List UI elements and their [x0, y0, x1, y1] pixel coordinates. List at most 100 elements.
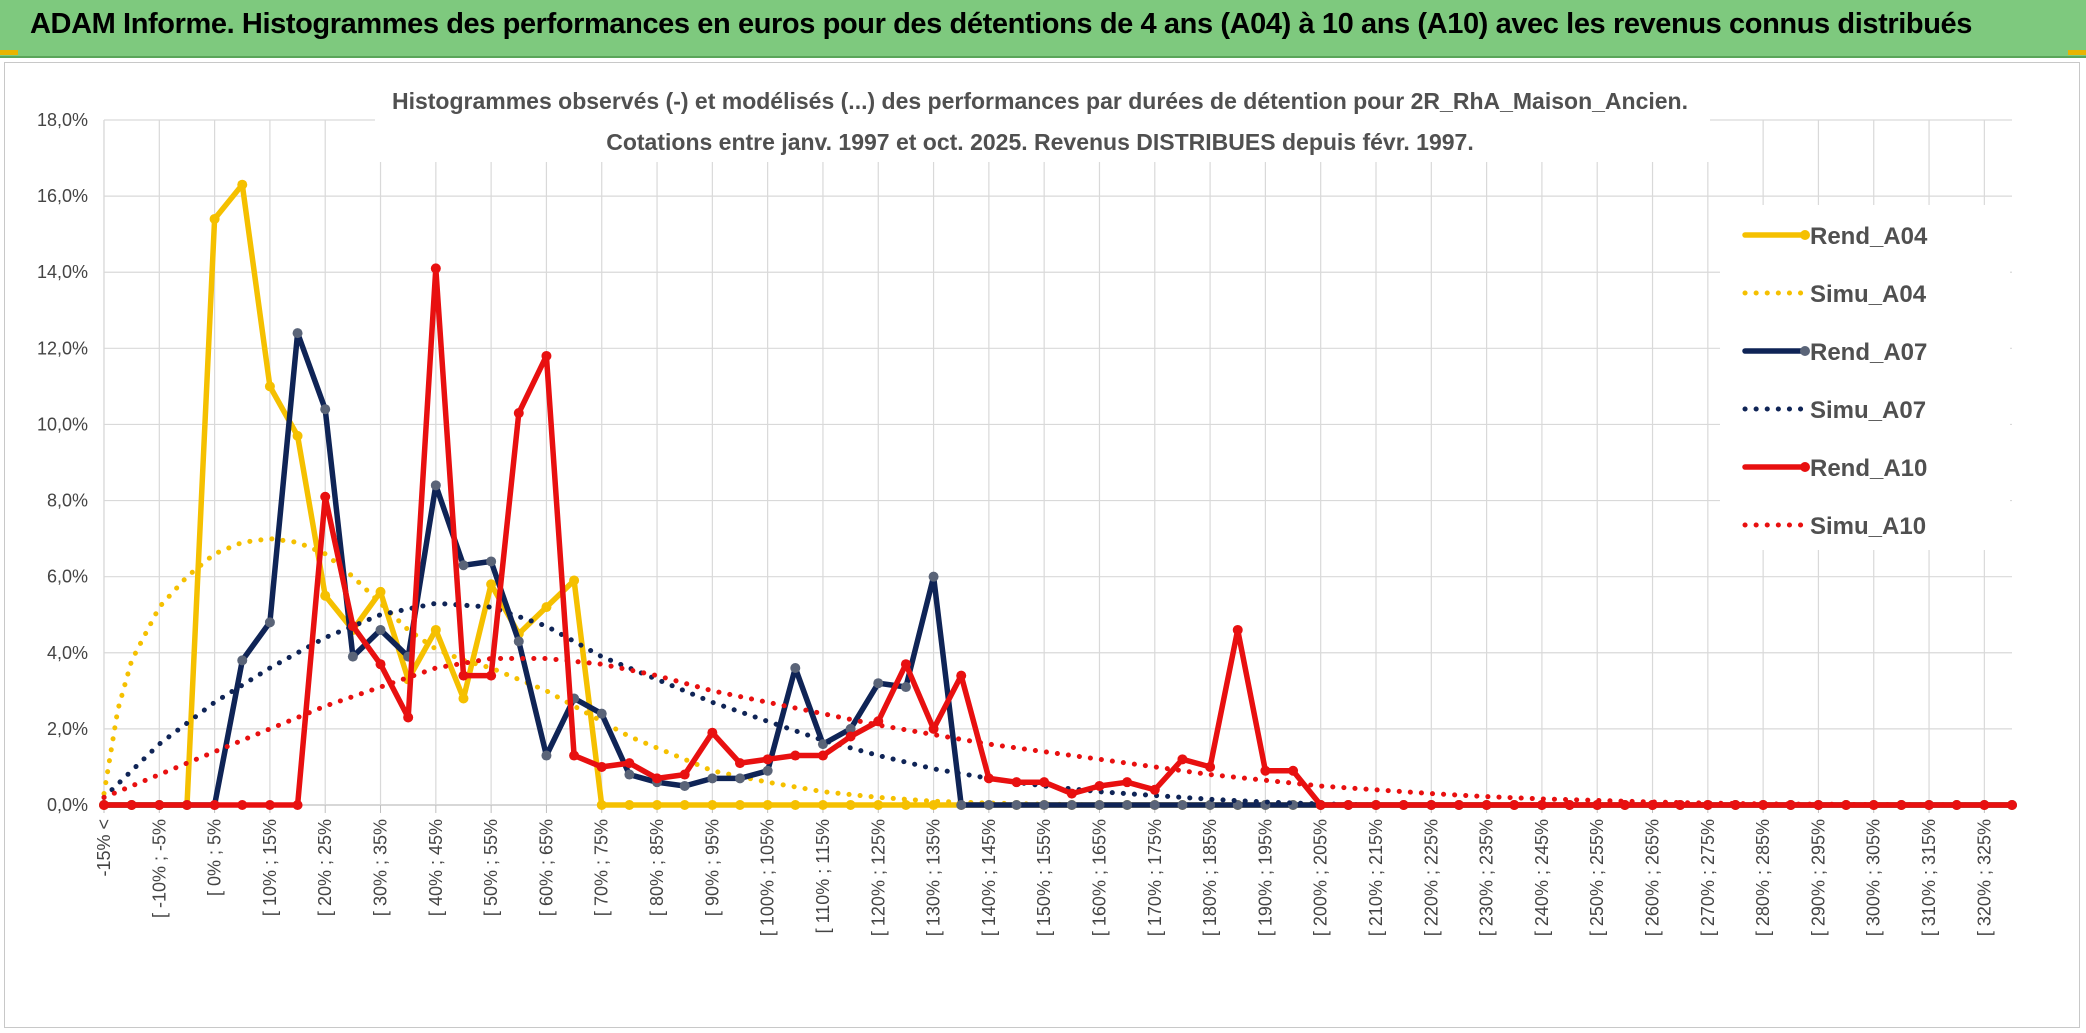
x-tick-label: [ 220% ; 225%: [1421, 819, 1441, 936]
data-point-rend-a10: [1453, 800, 1464, 810]
data-point-rend-a10: [320, 491, 331, 502]
legend-label-simu-a07: Simu_A07: [1810, 397, 1926, 424]
data-point-rend-a10: [569, 750, 580, 761]
data-point-rend-a10: [154, 800, 165, 810]
data-point-rend-a10: [458, 670, 469, 681]
y-axis: 0,0% 2,0% 4,0% 6,0% 8,0% 10,0% 12,0% 14,0% 16,0%…: [37, 110, 88, 815]
x-tick-label: [ 290% ; 295%: [1808, 819, 1828, 936]
data-point-rend-a10: [1011, 777, 1022, 788]
x-tick-label: [ 70% ; 75%: [592, 819, 612, 916]
x-tick-label: [ 230% ; 235%: [1477, 819, 1497, 936]
data-point-rend-a04: [264, 381, 275, 392]
legend-label-rend-a10: Rend_A10: [1810, 455, 1927, 482]
legend-label-rend-a07: Rend_A07: [1810, 339, 1927, 366]
y-tick-label: 2,0%: [47, 719, 88, 739]
data-point-rend-a07: [900, 682, 911, 693]
x-tick-label: [ 20% ; 25%: [315, 819, 335, 916]
data-point-rend-a07: [956, 800, 967, 810]
data-point-rend-a10: [762, 754, 773, 765]
x-tick-label: [ 130% ; 135%: [924, 819, 944, 936]
data-point-rend-a10: [237, 800, 248, 810]
x-tick-label: [ 240% ; 245%: [1532, 819, 1552, 936]
data-point-rend-a10: [292, 800, 303, 810]
data-point-rend-a07: [596, 708, 607, 719]
data-point-rend-a04: [458, 693, 469, 704]
legend-label-rend-a04: Rend_A04: [1810, 223, 1928, 250]
legend: Rend_A04 Simu_A04 Rend_A07 Simu_A07 Rend_A10…: [1720, 205, 2010, 550]
data-point-rend-a10: [928, 723, 939, 734]
x-tick-label: [ 90% ; 95%: [702, 819, 722, 916]
x-tick-label: [ 50% ; 55%: [481, 819, 501, 916]
x-tick-label: [ 10% ; 15%: [260, 819, 280, 916]
data-point-rend-a07: [320, 404, 331, 415]
x-tick-label: [ 160% ; 165%: [1089, 819, 1109, 936]
x-tick-label: [ 110% ; 115%: [813, 819, 833, 933]
legend-label-simu-a10: Simu_A10: [1810, 513, 1926, 540]
y-tick-label: 6,0%: [47, 567, 88, 587]
data-point-rend-a10: [1205, 761, 1216, 772]
x-tick-label: [ 140% ; 145%: [979, 819, 999, 936]
x-tick-label: [ 150% ; 155%: [1034, 819, 1054, 936]
legend-background: [1720, 205, 2010, 550]
data-point-rend-a07: [790, 663, 801, 673]
data-point-rend-a07: [264, 617, 275, 628]
data-point-rend-a10: [1509, 800, 1520, 810]
data-point-rend-a10: [1232, 624, 1243, 635]
data-point-rend-a10: [817, 750, 828, 761]
data-point-rend-a07: [1177, 800, 1188, 810]
data-point-rend-a07: [541, 750, 552, 761]
data-point-rend-a04: [596, 800, 607, 810]
data-point-rend-a10: [624, 758, 635, 769]
data-point-rend-a10: [1315, 800, 1326, 810]
data-point-rend-a10: [1149, 784, 1160, 795]
x-tick-label: [ 0% ; 5%: [205, 819, 225, 896]
data-point-rend-a10: [1039, 777, 1050, 788]
data-point-rend-a04: [707, 800, 718, 810]
legend-marker-rend-a04: [1800, 230, 1810, 240]
data-point-rend-a10: [845, 731, 856, 742]
legend-marker-rend-a10: [1800, 462, 1810, 472]
data-point-rend-a10: [1481, 800, 1492, 810]
data-point-rend-a10: [126, 800, 137, 810]
data-point-rend-a10: [99, 800, 109, 810]
data-point-rend-a10: [1398, 800, 1409, 810]
data-point-rend-a10: [1094, 780, 1105, 791]
data-point-rend-a04: [679, 800, 690, 810]
data-point-rend-a07: [375, 624, 386, 635]
data-point-rend-a07: [430, 480, 441, 491]
data-point-rend-a10: [486, 670, 497, 681]
data-point-rend-a10: [679, 769, 690, 780]
data-point-rend-a07: [873, 678, 884, 689]
x-tick-label: [ 210% ; 215%: [1366, 819, 1386, 936]
x-tick-label: [ 200% ; 205%: [1311, 819, 1331, 936]
data-point-rend-a10: [900, 659, 911, 670]
x-tick-label: [ 250% ; 255%: [1587, 819, 1607, 936]
chart-title-line2: Cotations entre janv. 1997 et oct. 2025.…: [606, 129, 1474, 155]
data-point-rend-a04: [209, 213, 220, 224]
x-tick-label: [ 310% ; 315%: [1919, 819, 1939, 936]
data-point-rend-a04: [735, 800, 745, 810]
x-tick-label: [ 300% ; 305%: [1864, 819, 1884, 936]
data-point-rend-a04: [541, 602, 552, 613]
x-tick-label: [ 40% ; 45%: [426, 819, 446, 916]
data-point-rend-a10: [1426, 800, 1437, 810]
data-point-rend-a04: [486, 579, 497, 590]
data-point-rend-a04: [652, 800, 663, 810]
data-point-rend-a07: [513, 636, 524, 647]
x-tick-label: [ 120% ; 125%: [868, 819, 888, 936]
y-tick-label: 18,0%: [37, 110, 88, 130]
data-point-rend-a10: [1122, 777, 1133, 788]
x-tick-label: [ 100% ; 105%: [758, 819, 778, 936]
data-point-rend-a07: [983, 800, 994, 810]
data-point-rend-a04: [624, 800, 635, 810]
data-point-rend-a07: [1066, 800, 1077, 810]
data-point-rend-a07: [707, 773, 718, 784]
data-point-rend-a07: [347, 651, 358, 662]
data-point-rend-a07: [1094, 800, 1105, 810]
data-point-rend-a10: [375, 659, 386, 670]
data-point-rend-a10: [430, 263, 441, 274]
data-point-rend-a04: [845, 800, 856, 810]
data-point-rend-a10: [347, 621, 358, 632]
x-tick-label: [ 30% ; 35%: [371, 819, 391, 916]
data-point-rend-a10: [652, 773, 663, 784]
